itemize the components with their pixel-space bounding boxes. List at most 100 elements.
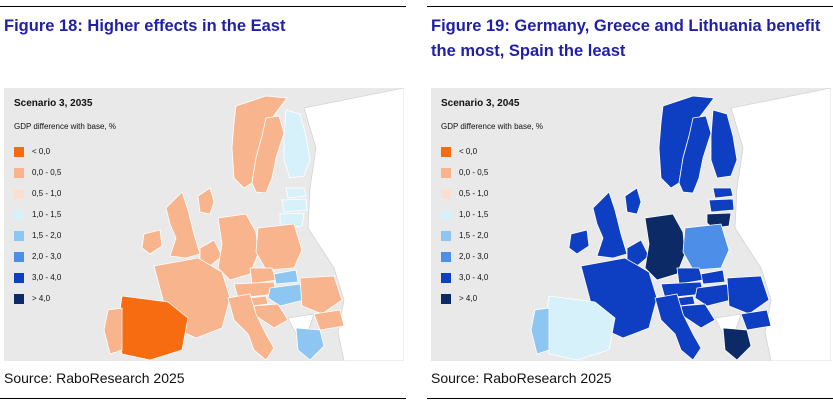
legend-swatch [14, 230, 24, 241]
non-eu-land-0 [730, 88, 831, 361]
legend-label: 1,0 - 1,5 [32, 210, 62, 219]
legend-label: < 0,0 [32, 147, 51, 156]
non-eu-land-0 [303, 88, 404, 361]
bottom-rule [0, 398, 406, 399]
legend-item: 0,5 - 1,0 [441, 183, 488, 204]
legend: < 0,0 0,0 - 0,5 0,5 - 1,0 1,0 - 1,5 1,5 - 2,… [441, 141, 488, 309]
legend-label: 1,5 - 2,0 [32, 231, 62, 240]
legend-item: 3,0 - 4,0 [14, 267, 61, 288]
country-finland [283, 109, 311, 179]
map-area: Scenario 3, 2035 GDP difference with bas… [4, 88, 404, 361]
country-poland [255, 223, 303, 271]
legend-item: 1,0 - 1,5 [441, 204, 488, 225]
country-greece [722, 327, 752, 361]
country-latvia [708, 198, 735, 213]
legend-item: > 4,0 [14, 288, 61, 309]
legend-item: 1,5 - 2,0 [441, 225, 488, 246]
legend: < 0,0 0,0 - 0,5 0,5 - 1,0 1,0 - 1,5 1,5 - 2,… [14, 141, 61, 309]
country-bulgaria [313, 309, 345, 331]
country-estonia [285, 187, 307, 199]
legend-item: 0,0 - 0,5 [441, 162, 488, 183]
legend-item: 3,0 - 4,0 [441, 267, 488, 288]
legend-label: > 4,0 [459, 294, 478, 303]
legend-item: 2,0 - 3,0 [14, 246, 61, 267]
legend-swatch [14, 293, 24, 304]
bottom-rule [427, 398, 833, 399]
legend-label: > 4,0 [32, 294, 51, 303]
country-slovakia [700, 269, 726, 285]
country-italy [227, 293, 275, 361]
legend-item: < 0,0 [441, 141, 488, 162]
country-benelux [199, 239, 223, 267]
legend-label: 0,0 - 0,5 [32, 168, 62, 177]
legend-swatch [14, 188, 24, 199]
legend-swatch [441, 146, 451, 157]
country-uk [592, 191, 628, 259]
legend-item: 0,0 - 0,5 [14, 162, 61, 183]
legend-label: 2,0 - 3,0 [459, 252, 489, 261]
legend-swatch [441, 272, 451, 283]
legend-label: 1,5 - 2,0 [459, 231, 489, 240]
country-germany [217, 213, 259, 281]
figure-18-panel: Figure 18: Higher effects in the East Sc… [0, 0, 406, 408]
top-rule [0, 6, 406, 7]
legend-label: 3,0 - 4,0 [32, 273, 62, 282]
country-portugal [530, 307, 550, 355]
legend-swatch [441, 230, 451, 241]
legend-label: < 0,0 [459, 147, 478, 156]
legend-item: > 4,0 [441, 288, 488, 309]
legend-item: 0,5 - 1,0 [14, 183, 61, 204]
europe-map [103, 88, 404, 361]
legend-item: 2,0 - 3,0 [441, 246, 488, 267]
country-romania [299, 275, 343, 315]
country-uk [165, 191, 201, 259]
legend-item: 1,5 - 2,0 [14, 225, 61, 246]
scenario-label: Scenario 3, 2035 [14, 98, 93, 109]
country-slovakia [273, 269, 299, 285]
country-denmark [624, 187, 642, 215]
legend-item: 1,0 - 1,5 [14, 204, 61, 225]
figure-19-panel: Figure 19: Germany, Greece and Lithuania… [427, 0, 833, 408]
legend-label: 1,0 - 1,5 [459, 210, 489, 219]
country-portugal [103, 307, 123, 355]
legend-label: 0,0 - 0,5 [459, 168, 489, 177]
country-finland [710, 109, 738, 179]
country-germany [644, 213, 686, 281]
country-denmark [197, 187, 215, 215]
country-hungary [694, 283, 732, 307]
country-sweden [678, 115, 712, 194]
legend-swatch [441, 188, 451, 199]
legend-swatch [441, 167, 451, 178]
scenario-label: Scenario 3, 2045 [441, 98, 520, 109]
country-romania [726, 275, 770, 315]
country-estonia [712, 187, 734, 199]
map-area: Scenario 3, 2045 GDP difference with bas… [431, 88, 831, 361]
country-greece [295, 327, 325, 361]
legend-label: 0,5 - 1,0 [459, 189, 489, 198]
country-latvia [281, 198, 308, 213]
figure-title: Figure 19: Germany, Greece and Lithuania… [431, 17, 821, 60]
country-czechia [676, 267, 704, 285]
legend-swatch [14, 209, 24, 220]
legend-label: 3,0 - 4,0 [459, 273, 489, 282]
country-bulgaria [740, 309, 772, 331]
source-note: Source: RaboResearch 2025 [431, 370, 612, 386]
legend-label: 0,5 - 1,0 [32, 189, 62, 198]
country-ireland [568, 229, 590, 255]
country-sweden [251, 115, 285, 194]
country-poland [682, 223, 730, 271]
legend-swatch [14, 146, 24, 157]
country-czechia [249, 267, 277, 285]
legend-swatch [441, 251, 451, 262]
legend-title: GDP difference with base, % [14, 122, 116, 131]
legend-swatch [14, 167, 24, 178]
country-hungary [267, 283, 305, 307]
top-rule [427, 6, 833, 7]
legend-label: 2,0 - 3,0 [32, 252, 62, 261]
europe-map [530, 88, 831, 361]
legend-swatch [441, 293, 451, 304]
source-note: Source: RaboResearch 2025 [4, 370, 185, 386]
country-benelux [626, 239, 650, 267]
legend-title: GDP difference with base, % [441, 122, 543, 131]
figure-title: Figure 18: Higher effects in the East [4, 17, 286, 35]
